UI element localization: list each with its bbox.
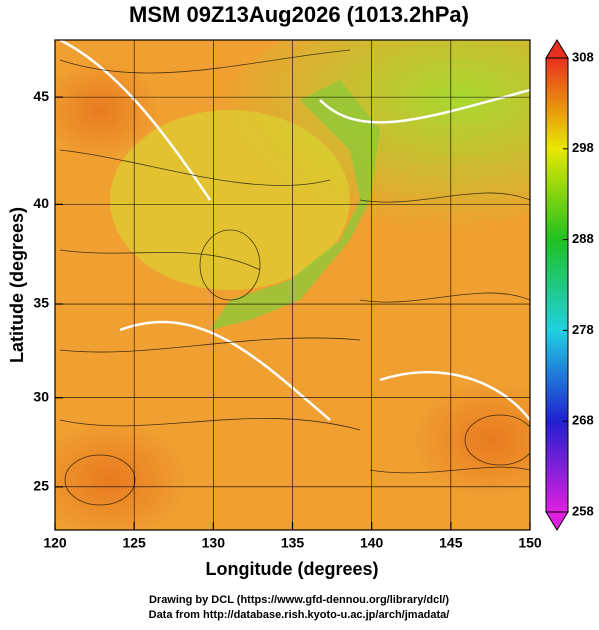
y-axis-label: Latitude (degrees) xyxy=(7,207,27,363)
note: Drawing by DCL (https://www.gfd-dennou.o… xyxy=(149,594,449,606)
y-tick-label: 30 xyxy=(33,388,49,404)
colorbar-max-arrow xyxy=(545,39,569,59)
x-tick-label: 145 xyxy=(439,535,463,551)
colorbar-min-arrow xyxy=(545,511,569,531)
colorbar-tick-label: 298 xyxy=(572,140,594,155)
y-tick-label: 35 xyxy=(33,295,49,311)
x-tick-label: 135 xyxy=(281,535,305,551)
note: Data from http://database.rish.kyoto-u.a… xyxy=(149,609,450,621)
field xyxy=(55,40,530,530)
x-axis-label: Longitude (degrees) xyxy=(205,559,378,579)
chart-title: MSM 09Z13Aug2026 (1013.2hPa) xyxy=(129,2,469,27)
x-tick-label: 130 xyxy=(202,535,226,551)
y-tick-label: 25 xyxy=(33,478,49,494)
colorbar-tick-label: 288 xyxy=(572,231,594,246)
x-tick-label: 140 xyxy=(360,535,384,551)
colorbar-tick-label: 308 xyxy=(572,49,594,64)
y-tick-label: 45 xyxy=(33,88,49,104)
x-tick-label: 125 xyxy=(122,535,146,551)
colorbar-tick-label: 278 xyxy=(572,322,594,337)
x-tick-label: 150 xyxy=(518,535,542,551)
colorbar-tick-label: 258 xyxy=(572,503,594,518)
x-tick-label: 120 xyxy=(43,535,67,551)
colorbar xyxy=(545,57,569,513)
y-tick-label: 40 xyxy=(33,195,49,211)
colorbar-tick-label: 268 xyxy=(572,413,594,428)
